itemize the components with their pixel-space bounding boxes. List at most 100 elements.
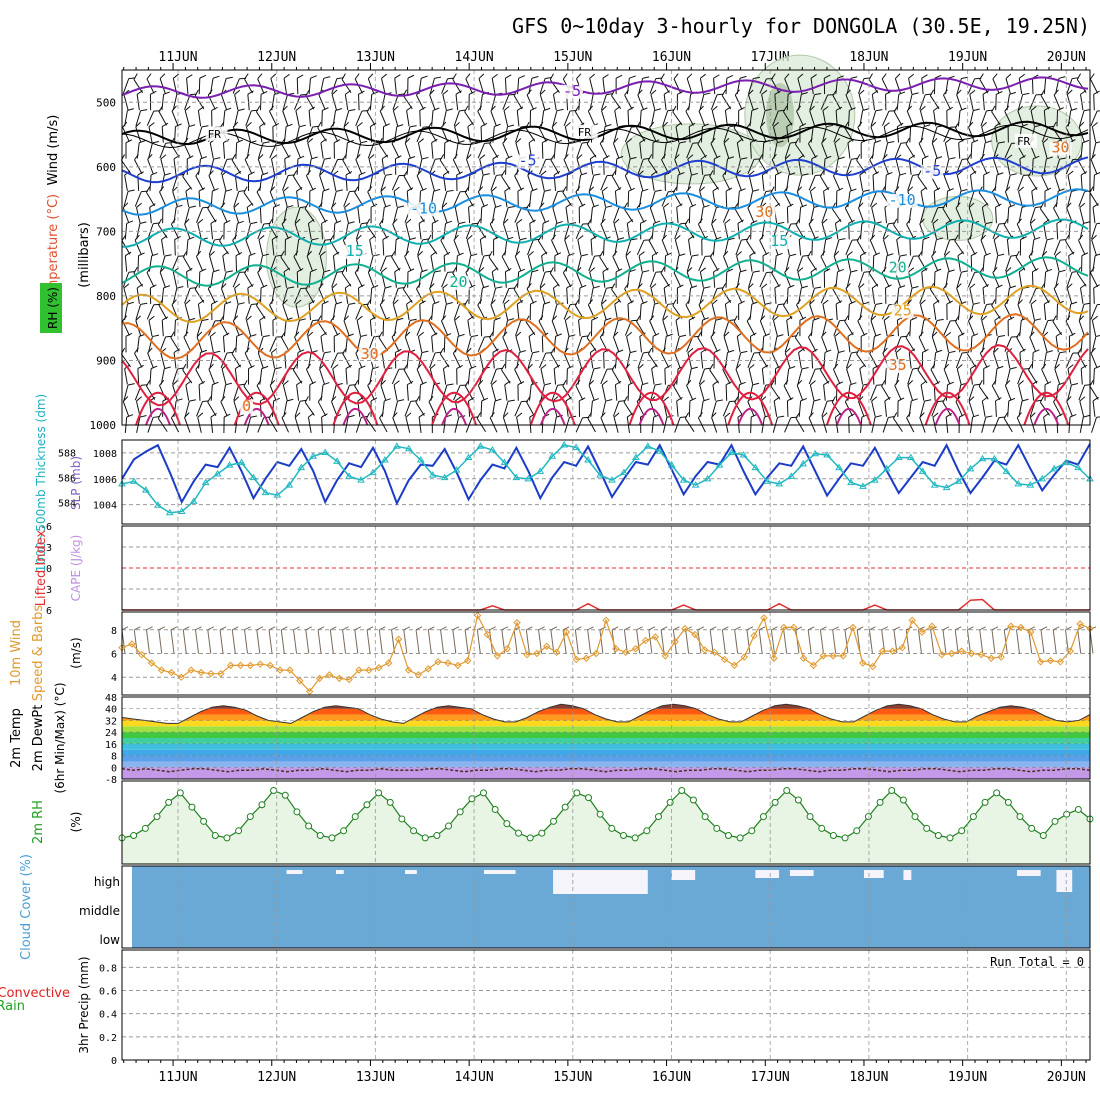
wind-barb-staff	[796, 255, 804, 272]
wind-barb-flag	[662, 121, 669, 128]
wind-barb-flag	[931, 138, 938, 144]
wind-barb-flag	[836, 381, 844, 386]
wind-barb	[577, 172, 588, 191]
wind-barb-flag	[382, 235, 389, 240]
wind-barb	[614, 187, 622, 208]
wind-barb-staff	[209, 255, 215, 272]
wind-barb	[222, 138, 230, 159]
wind-barb-flag	[476, 412, 482, 419]
wind-barb	[848, 107, 856, 127]
wind-barb-flag	[627, 106, 635, 111]
wind-barb-staff	[443, 255, 446, 272]
wind-barb-flag	[384, 398, 391, 402]
wind-barb-staff	[1004, 143, 1012, 159]
wind-barb-staff	[676, 174, 679, 191]
wind-barb	[211, 106, 218, 127]
wind-barb-flag	[748, 89, 754, 96]
wind-barb-flag	[164, 254, 172, 257]
wind-barb	[676, 90, 684, 111]
wind-barb-flag	[310, 75, 317, 79]
wind-barb-staff	[513, 95, 523, 110]
wind-barb	[1004, 299, 1013, 320]
wind-barb-flag	[871, 202, 878, 208]
wind-barb-flag	[1004, 186, 1011, 192]
wind-barb-staff	[673, 272, 682, 288]
wind-barb-staff	[600, 175, 608, 191]
wind-barb-flag	[810, 186, 816, 192]
wind-barb	[355, 154, 363, 175]
wind-barb-flag	[737, 219, 744, 224]
wind-barb	[526, 396, 535, 417]
wind-barb-staff	[502, 143, 510, 159]
wind-barb-flag	[504, 186, 511, 192]
wind-barb-flag	[477, 299, 483, 306]
wind-barb-flag	[330, 121, 336, 128]
wind-barb-flag	[371, 91, 379, 95]
wind-barb-staff	[403, 369, 413, 384]
wind-barb-staff	[908, 352, 912, 369]
wind-barb-flag	[237, 220, 244, 224]
wind-barb	[612, 137, 620, 159]
wind-barb-staff	[871, 400, 876, 417]
wind-barb-staff	[382, 126, 385, 143]
wind-barb-staff	[688, 239, 692, 256]
wind-barb	[674, 141, 687, 159]
wind-barb-flag	[601, 380, 608, 386]
wind-barb-flag	[931, 331, 938, 338]
wind-barb	[907, 92, 919, 111]
wind-barb-staff	[956, 271, 962, 288]
wind-barb-staff	[957, 191, 962, 208]
wind-barb-flag	[1018, 186, 1024, 192]
wind-barb	[968, 121, 975, 143]
wind-barb-staff	[660, 79, 670, 94]
wind-barb	[724, 349, 735, 369]
wind-barb-flag	[148, 122, 155, 128]
wind-barb-staff	[332, 255, 336, 272]
wind-barb	[443, 251, 451, 272]
wind-barb-flag	[198, 380, 206, 386]
wind-barb-flag	[514, 250, 521, 257]
wind-barb-staff	[431, 304, 434, 321]
wind-barb	[320, 332, 327, 353]
wind-barb-staff	[614, 158, 618, 175]
wind-barb-staff	[415, 401, 425, 416]
wind-barb	[821, 137, 828, 159]
wind-barb-flag	[379, 105, 385, 112]
wind-barb-staff	[832, 369, 841, 385]
wind-barb-flag	[393, 299, 399, 305]
wind-barb-flag	[711, 218, 717, 225]
wind-barb-flag	[982, 202, 989, 208]
wind-barb	[317, 396, 327, 417]
wind-barb-flag	[368, 154, 375, 160]
wind-barb-staff	[614, 191, 618, 208]
wind-barb-staff	[466, 159, 473, 175]
wind-barb	[125, 332, 133, 353]
wind-barb-staff	[909, 239, 911, 256]
wind-barb-flag	[445, 220, 453, 224]
wind-barb-flag	[888, 416, 896, 418]
wind-barb-staff	[884, 174, 887, 191]
wind-barb-staff	[943, 320, 951, 336]
wind-barb-staff	[981, 207, 986, 224]
wind-barb	[246, 202, 253, 224]
wind-barb	[358, 284, 365, 304]
wind-barb-flag	[969, 283, 976, 289]
wind-barb-staff	[760, 110, 766, 127]
wind-barb-flag	[540, 364, 547, 370]
wind-barb-flag	[456, 365, 463, 370]
wind-barb-staff	[172, 288, 178, 304]
wind-barb-flag	[404, 250, 410, 257]
wind-barb-flag	[136, 202, 142, 208]
wind-barb-flag	[652, 251, 659, 257]
wind-barb-staff	[735, 368, 742, 385]
wind-barb-flag	[936, 237, 943, 241]
wind-barb-staff	[761, 368, 765, 385]
wind-barb	[614, 237, 625, 256]
wind-barb-flag	[268, 218, 273, 225]
wind-barb-flag	[602, 74, 609, 79]
day-label-top: 19JUN	[948, 50, 987, 65]
wind-barb	[330, 121, 339, 142]
wind-barb-staff	[823, 191, 826, 208]
wind-barb-flag	[196, 331, 203, 338]
wind-barb	[280, 137, 290, 158]
